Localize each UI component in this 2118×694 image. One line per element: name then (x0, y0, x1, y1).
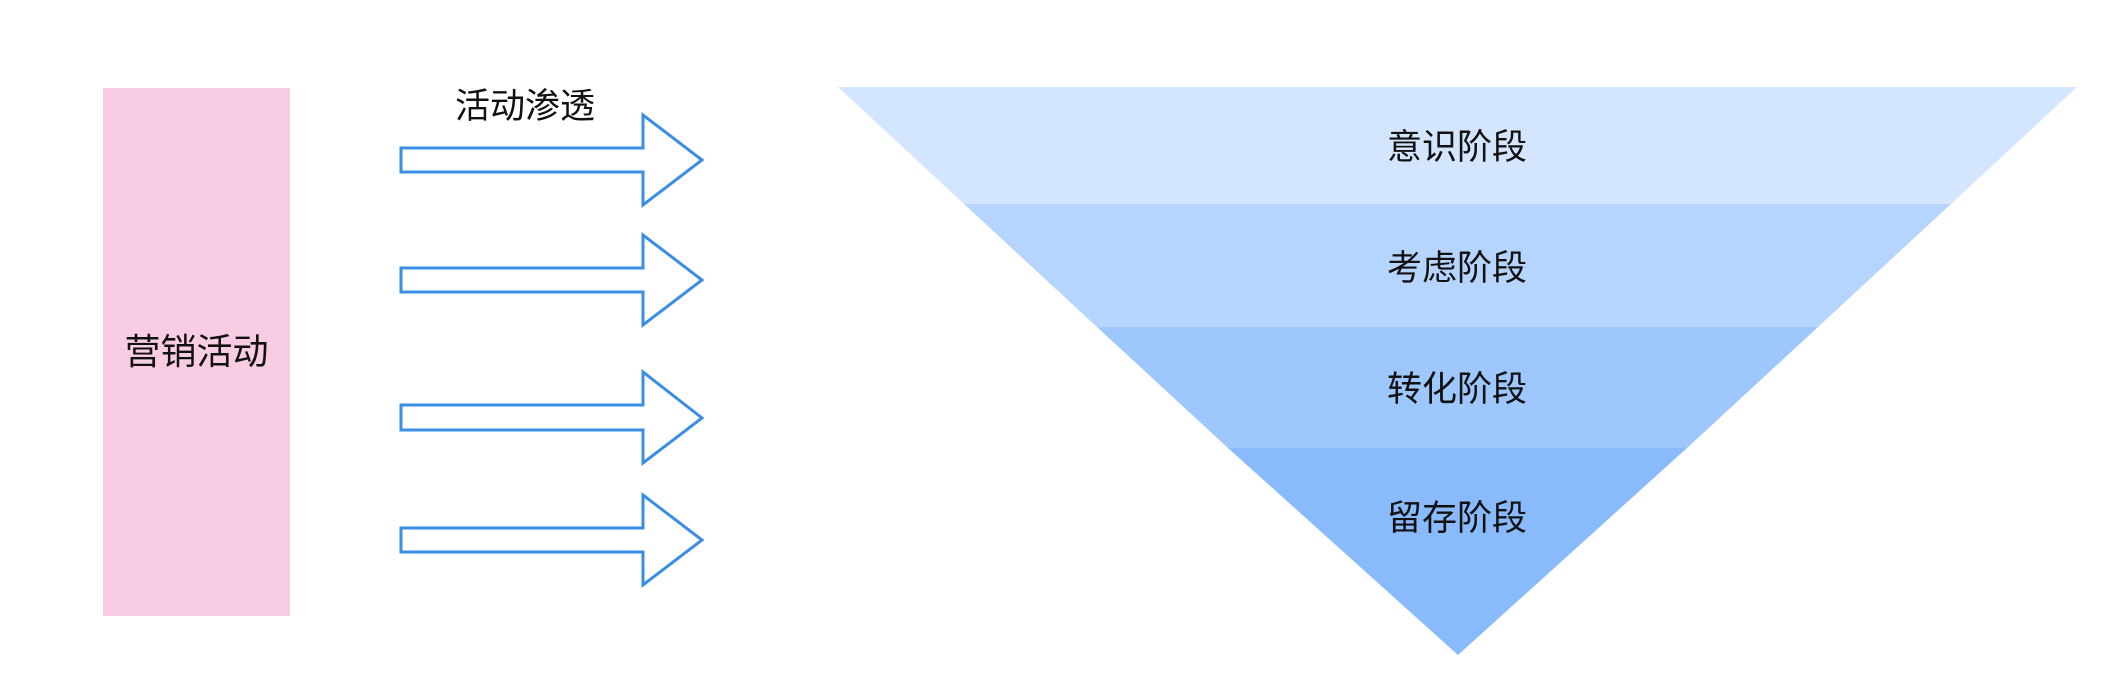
arrow-4 (399, 491, 705, 589)
funnel-stage-awareness-label: 意识阶段 (1387, 128, 1527, 168)
funnel-stage-conversion-label: 转化阶段 (1387, 370, 1527, 410)
funnel-stage-consideration-label: 考虑阶段 (1387, 249, 1527, 289)
arrow-3 (399, 368, 705, 467)
activity-penetration-label: 活动渗透 (455, 87, 595, 127)
marketing-activity-box (103, 88, 290, 616)
funnel-stage-retention (1228, 448, 1687, 655)
arrow-2 (399, 231, 705, 329)
funnel-stage-retention-label: 留存阶段 (1387, 499, 1527, 539)
marketing-activity-label: 营销活动 (124, 332, 268, 373)
funnel-stage-awareness (838, 87, 2077, 204)
arrow-1 (399, 111, 705, 209)
funnel: 意识阶段 考虑阶段 转化阶段 留存阶段 (838, 87, 2077, 655)
funnel-stage-conversion (1097, 327, 1818, 448)
arrow-group (399, 111, 705, 589)
funnel-stage-consideration (964, 204, 1951, 327)
